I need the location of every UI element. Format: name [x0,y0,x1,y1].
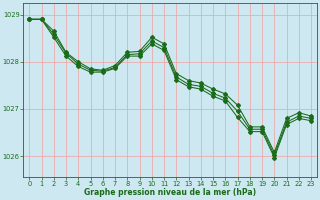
X-axis label: Graphe pression niveau de la mer (hPa): Graphe pression niveau de la mer (hPa) [84,188,256,197]
